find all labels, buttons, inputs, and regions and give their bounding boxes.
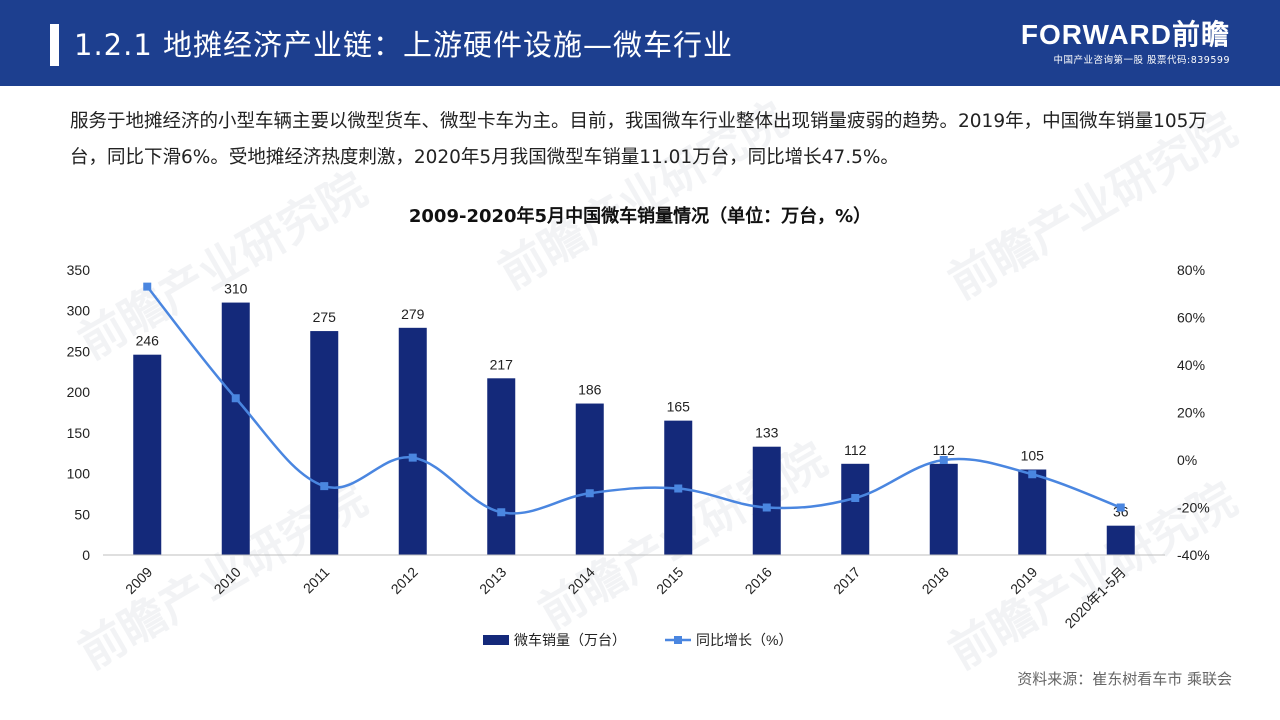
growth-point-2012 bbox=[408, 453, 417, 462]
left-axis-tick-label: 50 bbox=[74, 506, 90, 522]
page-title: 1.2.1 地摊经济产业链：上游硬件设施—微车行业 bbox=[74, 28, 734, 62]
intro-paragraph: 服务于地摊经济的小型车辆主要以微型货车、微型卡车为主。目前，我国微车行业整体出现… bbox=[70, 111, 1207, 168]
left-axis-tick-label: 300 bbox=[67, 303, 91, 319]
bar-value-label: 246 bbox=[136, 333, 160, 349]
bar-2012 bbox=[398, 327, 427, 555]
bar-value-label: 279 bbox=[401, 306, 425, 322]
legend-swatch-growth-marker bbox=[674, 636, 682, 644]
growth-point-2011 bbox=[320, 482, 329, 491]
x-tick-label: 2020年1-5月 bbox=[1061, 564, 1128, 631]
growth-point-2020年1-5月 bbox=[1116, 503, 1125, 512]
x-tick-label: 2016 bbox=[742, 564, 775, 597]
bar-2020年1-5月 bbox=[1106, 525, 1135, 555]
bar-value-label: 186 bbox=[578, 382, 602, 398]
bar-value-label: 217 bbox=[490, 356, 514, 372]
right-axis-tick-label: -20% bbox=[1177, 500, 1210, 516]
bar-value-label: 165 bbox=[667, 399, 691, 415]
right-axis-tick-label: 80% bbox=[1177, 262, 1205, 278]
x-tick-label: 2010 bbox=[211, 564, 244, 597]
growth-point-2015 bbox=[674, 484, 683, 493]
bar-2013 bbox=[487, 378, 516, 555]
logo-wordmark: FORWARD前瞻 bbox=[1020, 19, 1230, 50]
right-axis-tick-label: 60% bbox=[1177, 310, 1205, 326]
growth-point-2009 bbox=[143, 282, 152, 291]
bar-2018 bbox=[929, 463, 958, 555]
legend-swatch-sales bbox=[483, 635, 509, 645]
bar-2010 bbox=[221, 302, 250, 555]
growth-line bbox=[146, 285, 1122, 515]
x-tick-label: 2017 bbox=[830, 564, 863, 597]
bar-value-label: 112 bbox=[933, 442, 956, 458]
bar-value-label: 133 bbox=[755, 425, 779, 441]
left-axis-tick-label: 150 bbox=[67, 425, 91, 441]
x-tick-label: 2019 bbox=[1007, 564, 1040, 597]
bar-value-label: 275 bbox=[313, 309, 337, 325]
bar-value-label: 105 bbox=[1021, 448, 1045, 464]
growth-point-2019 bbox=[1028, 470, 1037, 479]
bar-2011 bbox=[310, 331, 339, 555]
legend-label-growth: 同比增长（%） bbox=[696, 632, 792, 648]
right-axis-tick-label: 0% bbox=[1177, 452, 1197, 468]
x-tick-label: 2014 bbox=[565, 564, 598, 597]
right-axis-tick-label: 20% bbox=[1177, 405, 1205, 421]
company-logo: FORWARD前瞻 中国产业咨询第一股 股票代码:839599 bbox=[1020, 19, 1230, 67]
growth-point-2010 bbox=[231, 394, 240, 403]
bar-2019 bbox=[1018, 469, 1047, 555]
bar-2017 bbox=[841, 463, 870, 555]
x-tick-label: 2012 bbox=[388, 564, 421, 597]
growth-point-2017 bbox=[851, 494, 860, 502]
bar-value-label: 310 bbox=[224, 281, 248, 297]
growth-point-2016 bbox=[762, 503, 771, 512]
growth-point-2014 bbox=[585, 489, 594, 498]
left-axis-tick-label: 200 bbox=[67, 384, 91, 400]
left-axis-tick-label: 250 bbox=[67, 343, 91, 359]
x-tick-label: 2018 bbox=[919, 564, 952, 597]
left-axis-tick-label: 350 bbox=[67, 262, 91, 278]
growth-point-2013 bbox=[497, 508, 506, 517]
right-axis-tick-label: 40% bbox=[1177, 357, 1205, 373]
x-tick-label: 2013 bbox=[476, 564, 509, 597]
x-tick-label: 2009 bbox=[122, 564, 155, 597]
bar-2016 bbox=[752, 446, 781, 555]
source-note: 资料来源：崔东树看车市 乘联会 bbox=[1017, 670, 1232, 688]
chart-title: 2009-2020年5月中国微车销量情况（单位：万台，%） bbox=[408, 206, 872, 227]
bar-2009 bbox=[133, 354, 162, 555]
growth-point-2018 bbox=[939, 456, 948, 464]
left-axis-tick-label: 100 bbox=[67, 466, 91, 482]
header-banner: 1.2.1 地摊经济产业链：上游硬件设施—微车行业 FORWARD前瞻 中国产业… bbox=[0, 0, 1280, 86]
logo-tagline: 中国产业咨询第一股 股票代码:839599 bbox=[1053, 55, 1230, 66]
right-axis-tick-label: -40% bbox=[1177, 547, 1210, 563]
x-tick-label: 2011 bbox=[300, 564, 333, 597]
bar-2014 bbox=[575, 403, 604, 555]
left-axis-tick-label: 0 bbox=[82, 547, 90, 563]
bar-value-label: 112 bbox=[844, 442, 867, 458]
legend-label-sales: 微车销量（万台） bbox=[514, 632, 626, 648]
x-tick-label: 2015 bbox=[653, 564, 686, 597]
title-accent-bar bbox=[50, 24, 59, 66]
